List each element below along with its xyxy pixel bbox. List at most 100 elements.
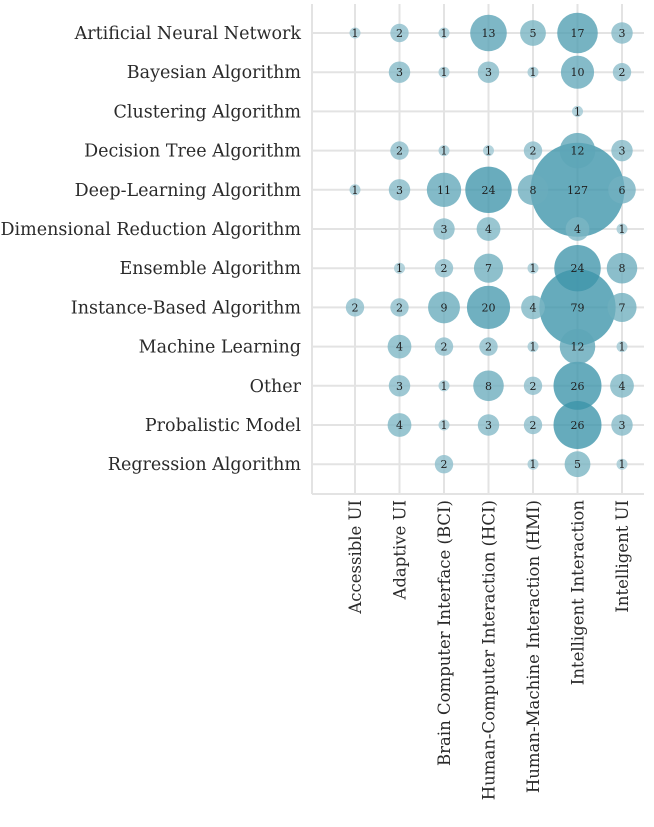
bubble	[349, 184, 361, 196]
bubble	[434, 259, 454, 278]
bubble-value-label: 1	[574, 105, 581, 118]
bubble-value-label: 1	[530, 262, 537, 275]
bubble	[473, 253, 504, 283]
bubble	[539, 269, 616, 346]
bubble	[438, 66, 450, 78]
bubble-value-label: 8	[485, 380, 492, 393]
bubble	[470, 14, 507, 52]
bubble	[527, 262, 539, 274]
bubble-value-label: 1	[352, 27, 359, 40]
bubble-value-label: 2	[619, 66, 626, 79]
bubble	[557, 12, 598, 54]
bubble-value-label: 2	[396, 145, 403, 158]
bubble-value-label: 1	[530, 341, 537, 354]
bubble-value-label: 1	[396, 262, 403, 275]
bubble	[434, 455, 454, 474]
bubble-value-label: 2	[485, 341, 492, 354]
bubble	[607, 292, 637, 322]
bubble	[349, 27, 361, 39]
bubble	[345, 298, 365, 317]
bubble	[560, 55, 595, 89]
bubble	[388, 179, 411, 201]
bubble	[433, 218, 455, 240]
bubble	[616, 341, 628, 353]
bubble-value-label: 24	[482, 184, 496, 197]
bubble-value-label: 11	[437, 184, 451, 197]
bubble	[390, 298, 409, 317]
bubble-value-label: 26	[571, 380, 585, 393]
bubble-value-label: 1	[352, 184, 359, 197]
bubble	[611, 414, 633, 436]
bubble	[476, 217, 501, 241]
bubble	[527, 458, 539, 470]
bubble-value-label: 2	[441, 341, 448, 354]
bubble	[572, 105, 583, 117]
bubble-value-label: 5	[530, 27, 537, 40]
row-label-layer: Artificial Neural Network Bayesian Algori…	[1, 24, 302, 475]
bubble-value-label: 4	[530, 301, 537, 314]
bubble	[521, 295, 545, 320]
row-label: Clustering Algorithm	[114, 102, 302, 122]
bubble-value-label: 8	[619, 262, 626, 275]
bubble-value-label: 26	[571, 419, 585, 432]
bubble-value-label: 1	[619, 458, 626, 471]
bubble-value-label: 1	[441, 27, 448, 40]
bubble-value-label: 2	[530, 419, 537, 432]
bubble-value-label: 4	[619, 380, 626, 393]
bubble-value-label: 3	[396, 380, 403, 393]
row-label: Other	[250, 377, 302, 397]
row-label: Instance-Based Algorithm	[71, 298, 302, 318]
bubble-value-label: 3	[619, 419, 626, 432]
bubble-value-label: 12	[571, 341, 585, 354]
bubble	[616, 458, 628, 470]
bubble-value-label: 3	[619, 27, 626, 40]
bubble-value-label: 24	[571, 262, 585, 275]
bubble	[390, 141, 409, 160]
bubble-value-label: 2	[441, 262, 448, 275]
column-label: Intelligent Interaction	[569, 500, 588, 686]
bubble	[477, 414, 500, 436]
bubble-value-label: 8	[530, 184, 537, 197]
bubble	[553, 361, 602, 410]
bubble-value-label: 13	[482, 27, 496, 40]
row-label: Machine Learning	[139, 338, 301, 358]
row-label: Bayesian Algorithm	[127, 63, 302, 83]
bubble-value-label: 3	[485, 419, 492, 432]
row-label: Decision Tree Algorithm	[84, 142, 301, 162]
bubble-value-label: 3	[441, 223, 448, 236]
bubble-value-label: 17	[571, 27, 585, 40]
bubble-value-label: 2	[396, 301, 403, 314]
bubble-value-label: 79	[571, 301, 585, 314]
bubble	[608, 176, 636, 204]
bubble-value-label: 5	[574, 458, 581, 471]
bubble-value-label: 12	[571, 145, 585, 158]
bubble	[523, 415, 543, 435]
bubble-value-label: 3	[396, 184, 403, 197]
bubble	[517, 174, 549, 206]
bubble-value-label: 2	[396, 27, 403, 40]
bubble-layer	[345, 12, 638, 478]
bubble-value-label: 2	[530, 145, 537, 158]
bubble	[434, 337, 454, 356]
bubble	[523, 141, 543, 160]
bubble	[465, 166, 512, 214]
bubble-value-label: 4	[574, 223, 581, 236]
bubble-value-label: 7	[485, 262, 492, 275]
row-label: Artificial Neural Network	[74, 24, 302, 44]
bubble-value-label: 3	[619, 145, 626, 158]
bubble-value-label: 4	[485, 223, 492, 236]
column-label: Accessible UI	[346, 500, 365, 615]
bubble	[438, 27, 450, 39]
bubble	[610, 373, 634, 398]
bubble	[612, 62, 632, 82]
bubble-value-label: 3	[396, 66, 403, 79]
row-label: Ensemble Algorithm	[119, 259, 301, 279]
bubble-value-label: 1	[441, 66, 448, 79]
bubble	[554, 244, 601, 292]
bubble	[530, 142, 625, 237]
bubble-value-label: 1	[485, 145, 492, 158]
bubble-value-label: 3	[485, 66, 492, 79]
bubble-value-label: 2	[352, 301, 359, 314]
